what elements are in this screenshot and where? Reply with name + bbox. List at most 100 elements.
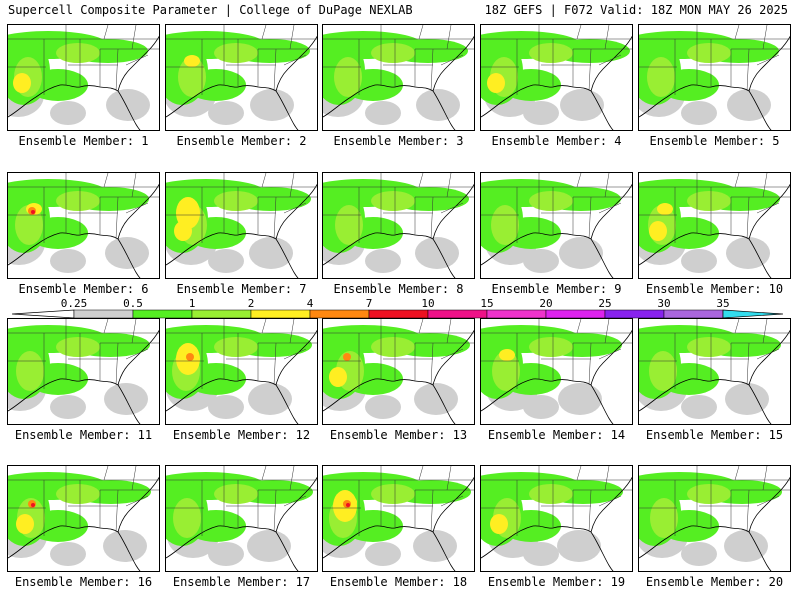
scp-contour-lightgreen [16,351,44,391]
ensemble-member-label: Ensemble Member: 3 [333,134,464,148]
ensemble-member-label: Ensemble Member: 12 [172,428,311,442]
colorbar-left-arrow [12,309,75,319]
scp-contour-gray [523,249,559,273]
scp-contour-red [31,210,35,214]
ensemble-member-2-map [165,24,318,131]
scp-contour-gray [50,542,86,566]
scp-contour-yellow [657,203,673,215]
scp-contour-yellow [176,197,200,229]
scp-contour-gray [208,542,244,566]
ensemble-member-19-map [480,465,633,572]
map-borders [166,319,317,424]
map-borders [481,173,632,278]
scp-contour-gray [726,237,770,269]
colorbar-tick-label: 7 [365,297,373,310]
colorbar-tick-label: 10 [421,297,435,310]
colorbar-segment-8 [486,309,547,319]
scp-contour-gray [523,395,559,419]
map-borders [8,466,159,571]
ensemble-member-18-map [322,465,475,572]
scp-contour-gray [557,530,601,562]
scp-contour-gray [365,395,401,419]
ensemble-member-label: Ensemble Member: 4 [491,134,622,148]
scp-contour-lightgreen [491,205,519,245]
colorbar-segment-6 [368,309,429,319]
colorbar-segment-4 [250,309,311,319]
scp-contour-gray [365,542,401,566]
scp-contour-lightgreen [529,191,573,211]
scp-contour-gray [50,395,86,419]
ensemble-member-label: Ensemble Member: 1 [18,134,149,148]
ensemble-member-label: Ensemble Member: 7 [176,282,307,296]
colorbar-tick-label: 0.25 [60,297,88,310]
ensemble-member-label: Ensemble Member: 6 [18,282,149,296]
scp-contour-gray [416,89,460,121]
scp-contour-gray [208,101,244,125]
map-borders [8,173,159,278]
ensemble-member-15-map [638,318,791,425]
scp-contour-lightgreen [334,57,362,97]
colorbar [12,309,784,319]
ensemble-member-label: Ensemble Member: 17 [172,575,311,589]
scp-contour-lightgreen [647,57,675,97]
map-borders [639,319,790,424]
colorbar-segment-11 [663,309,724,319]
scp-contour-gray [414,383,458,415]
map-borders [481,25,632,130]
colorbar-tick-label: 0.5 [123,297,143,310]
scp-contour-green [28,69,88,101]
scp-contour-lightgreen [214,484,258,504]
scp-contour-lightgreen [687,484,731,504]
colorbar-tick-label: 15 [480,297,494,310]
map-borders [639,25,790,130]
ensemble-member-5-map [638,24,791,131]
scp-contour-gray [559,237,603,269]
colorbar-segment-7 [427,309,488,319]
ensemble-member-13-map [322,318,475,425]
scp-contour-lightgreen [529,337,573,357]
ensemble-member-20-map [638,465,791,572]
ensemble-member-10-map [638,172,791,279]
colorbar-segment-1 [73,309,134,319]
colorbar-segment-9 [545,309,606,319]
scp-contour-red [346,503,350,507]
scp-contour-gray [106,89,150,121]
map-borders [323,173,474,278]
scp-contour-lightgreen [650,498,678,538]
ensemble-member-12-map [165,318,318,425]
ensemble-member-label: Ensemble Member: 14 [487,428,626,442]
colorbar-tick-label: 30 [657,297,671,310]
scp-contour-lightgreen [56,484,100,504]
scp-contour-lightgreen [687,191,731,211]
scp-contour-gray [724,530,768,562]
ensemble-member-6-map [7,172,160,279]
scp-contour-yellow [16,514,34,534]
colorbar-tick-label: 20 [539,297,553,310]
page-title: Supercell Composite Parameter | College … [8,3,413,17]
map-borders [8,25,159,130]
scp-contour-gray [365,249,401,273]
ensemble-member-label: Ensemble Member: 8 [333,282,464,296]
scp-contour-yellow [499,349,515,361]
colorbar-segment-2 [132,309,193,319]
ensemble-member-8-map [322,172,475,279]
scp-contour-gray [523,542,559,566]
colorbar-segment-3 [191,309,252,319]
colorbar-segment-5 [309,309,370,319]
scp-contour-gray [725,383,769,415]
scp-contour-lightgreen [529,43,573,63]
ensemble-member-1-map [7,24,160,131]
scp-contour-lightgreen [687,337,731,357]
colorbar-tick-label: 25 [598,297,612,310]
colorbar-tick-label: 4 [306,297,314,310]
scp-contour-orange [343,353,351,361]
colorbar-tick-label: 2 [247,297,255,310]
scp-contour-gray [558,383,602,415]
colorbar-segment-12 [722,309,784,319]
ensemble-member-17-map [165,465,318,572]
scp-contour-yellow [487,73,505,93]
ensemble-member-label: Ensemble Member: 2 [176,134,307,148]
scp-contour-gray [208,249,244,273]
scp-contour-gray [413,530,457,562]
scp-contour-lightgreen [371,337,415,357]
